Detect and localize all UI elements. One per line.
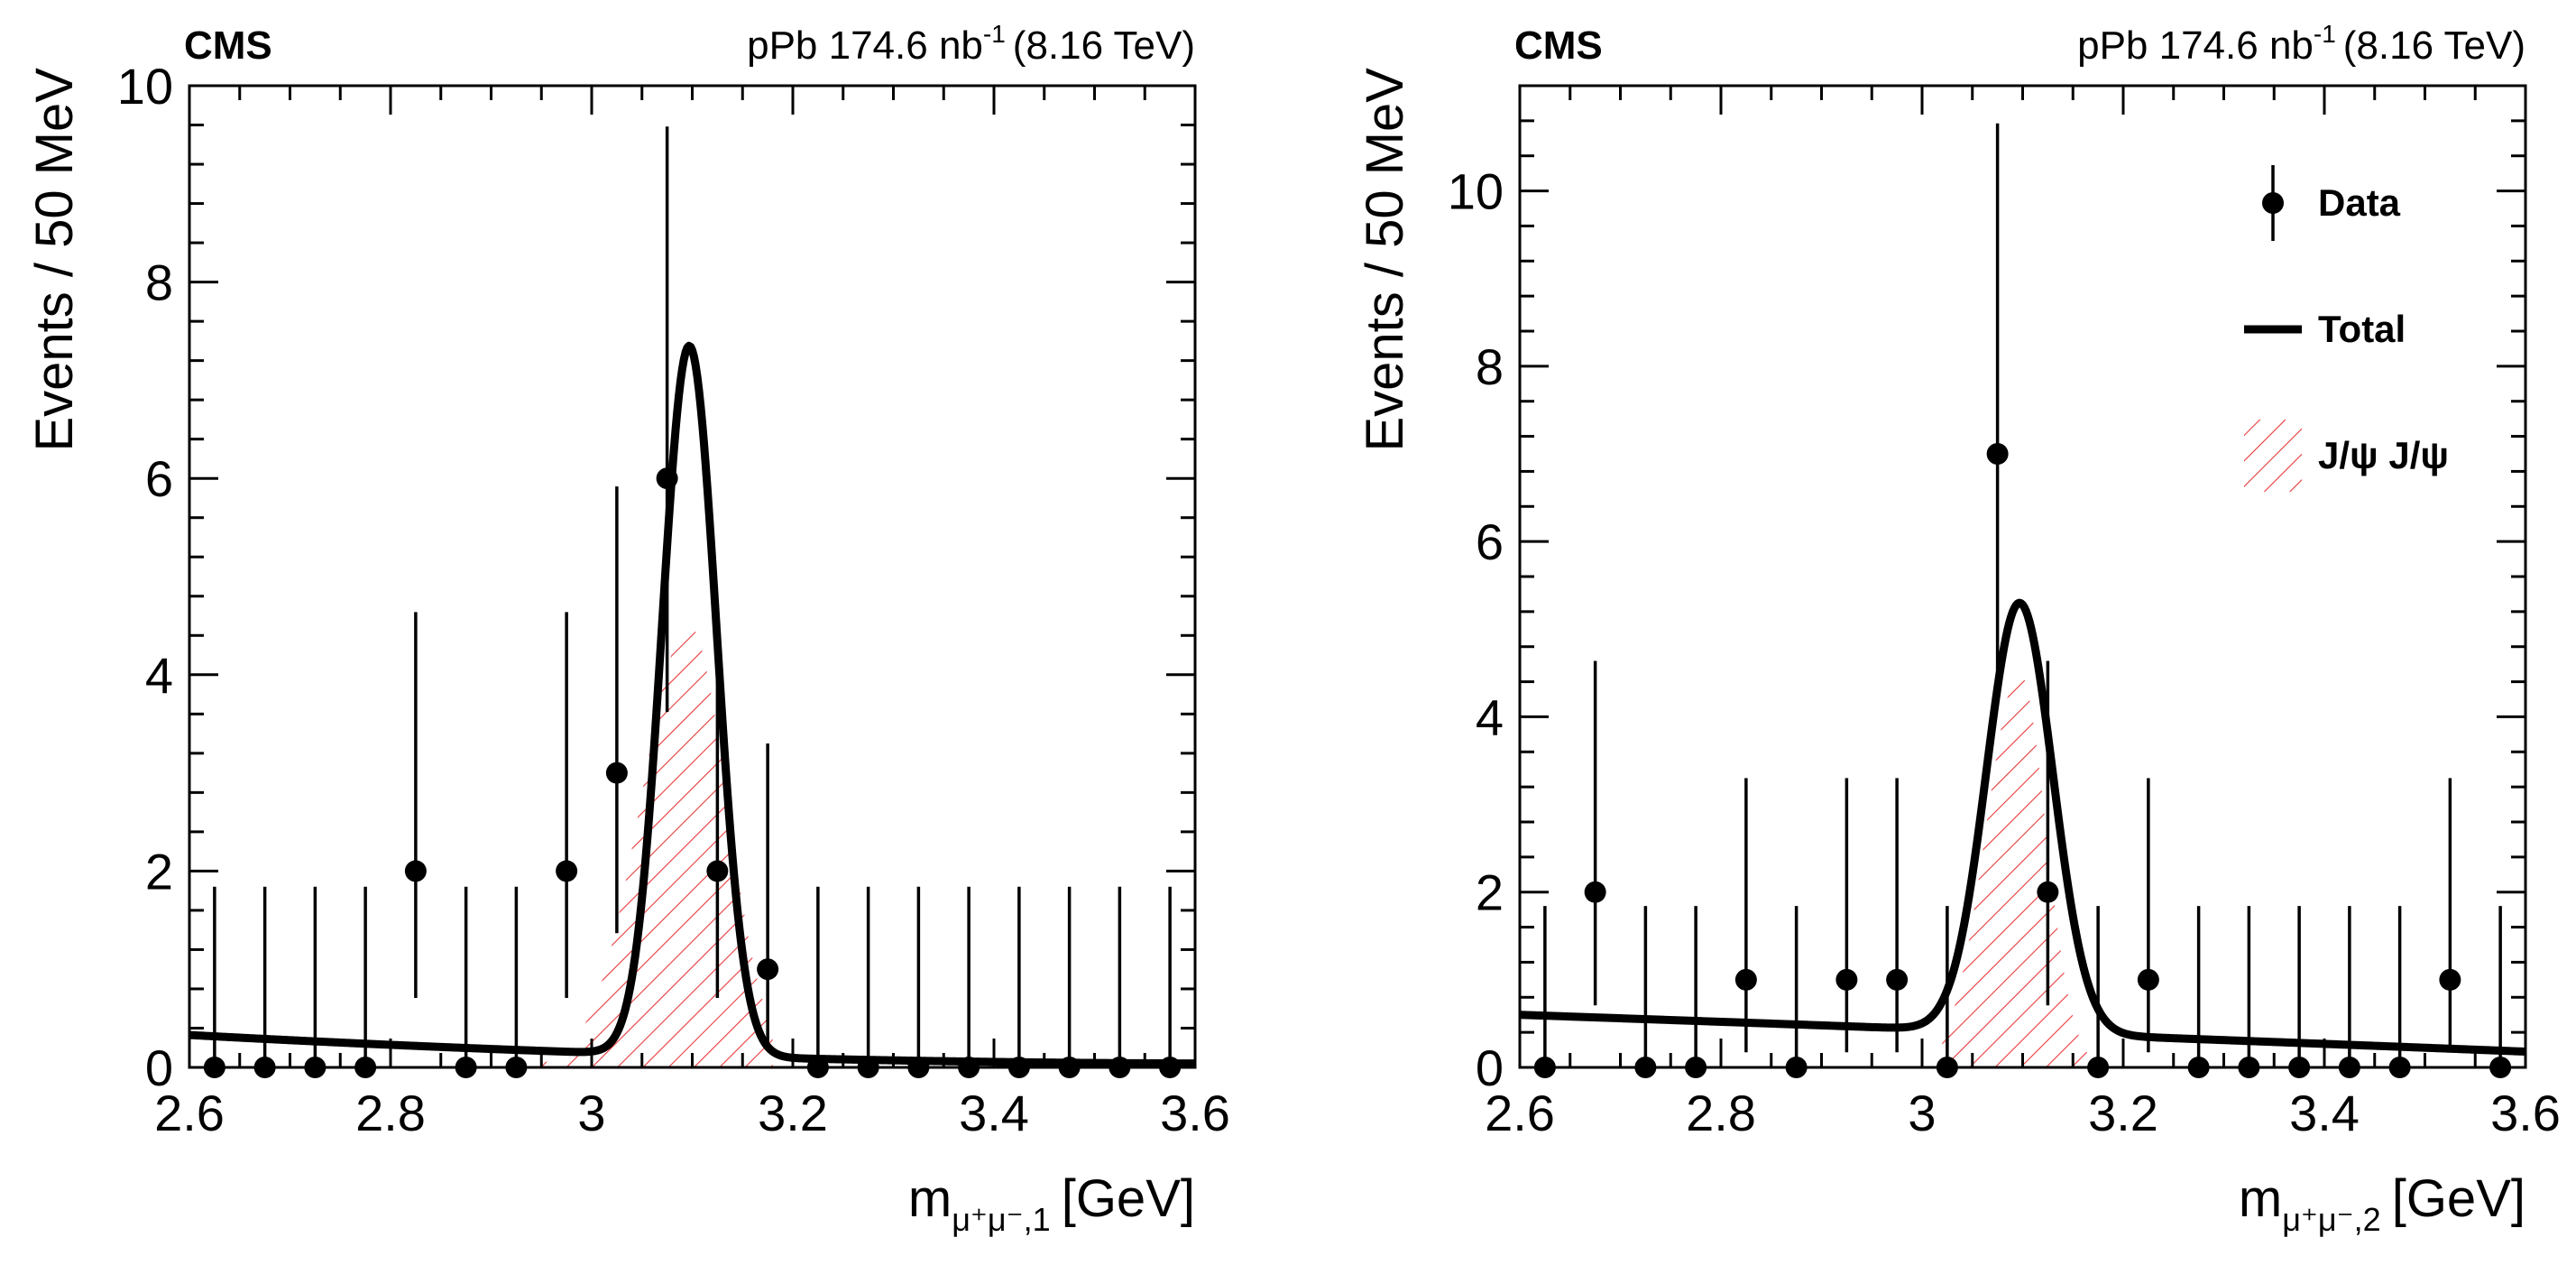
y-tick-label: 6 <box>145 450 173 507</box>
data-point <box>2137 968 2159 991</box>
y-tick-label: 8 <box>1476 338 1504 395</box>
y-tick-label: 10 <box>1448 163 1504 220</box>
lumi-label: pPb 174.6 nb-1 (8.16 TeV) <box>2077 20 2525 68</box>
x-tick-label: 2.8 <box>1686 1085 1756 1141</box>
x-axis-title-subscript: μ⁺μ⁻,1 <box>952 1201 1051 1238</box>
legend-entry-label: J/ψ J/ψ <box>2318 434 2449 476</box>
lumi-label: pPb 174.6 nb-1 (8.16 TeV) <box>747 20 1195 68</box>
lumi-prefix: pPb 174.6 nb <box>2077 23 2314 68</box>
data-point <box>556 860 578 882</box>
x-axis-title-unit: [GeV] <box>2392 1169 2525 1228</box>
data-point <box>1986 443 2009 465</box>
x-axis-title: mμ⁺μ⁻,2 [GeV] <box>2239 1169 2525 1238</box>
x-tick-label: 2.6 <box>1485 1085 1555 1141</box>
data-point <box>605 762 628 784</box>
y-tick-label: 2 <box>1476 864 1504 921</box>
y-tick-label: 10 <box>117 58 173 115</box>
x-tick-label: 2.6 <box>154 1085 225 1141</box>
x-tick-label: 2.8 <box>355 1085 426 1141</box>
data-point <box>1886 968 1909 991</box>
x-tick-label: 3.6 <box>1160 1085 1230 1141</box>
experiment-label: CMS <box>1514 23 1603 68</box>
data-point <box>706 860 729 882</box>
lumi-suffix: (8.16 TeV) <box>1013 23 1195 68</box>
legend-signal-swatch <box>2244 420 2302 492</box>
left-panel: 2.6 2.8 3 3.2 3.4 3.6 0 2 4 6 8 10 Events / 50 MeV mμ… <box>25 20 1230 1238</box>
y-axis-title: Events / 50 MeV <box>25 68 84 452</box>
x-axis-title-unit: [GeV] <box>1062 1169 1195 1228</box>
signal-jpsi-jpsi-area <box>541 625 773 1067</box>
y-tick-label: 0 <box>145 1039 173 1096</box>
data-point <box>757 958 779 981</box>
data-point <box>2037 881 2059 903</box>
lumi-prefix: pPb 174.6 nb <box>747 23 983 68</box>
x-tick-label: 3.4 <box>2289 1085 2360 1141</box>
x-tick-label: 3.2 <box>758 1085 828 1141</box>
experiment-label: CMS <box>184 23 272 68</box>
x-tick-label: 3.4 <box>959 1085 1029 1141</box>
x-tick-label: 3.6 <box>2490 1085 2561 1141</box>
y-tick-label: 2 <box>145 843 173 900</box>
lumi-superscript: -1 <box>983 20 1006 48</box>
y-tick-label: 8 <box>145 254 173 311</box>
data-point <box>1835 968 1858 991</box>
data-point <box>1734 968 1757 991</box>
x-axis-title-main: m <box>2239 1169 2282 1228</box>
y-axis-title: Events / 50 MeV <box>1356 68 1414 452</box>
lumi-suffix: (8.16 TeV) <box>2343 23 2525 68</box>
x-axis-title-main: m <box>908 1169 952 1228</box>
x-tick-label: 3 <box>1908 1085 1936 1141</box>
lumi-superscript: -1 <box>2314 20 2336 48</box>
x-tick-label: 3 <box>577 1085 605 1141</box>
legend-data-marker <box>2262 192 2284 214</box>
x-tick-label: 3.2 <box>2088 1085 2158 1141</box>
data-point <box>2439 968 2461 991</box>
y-tick-label: 4 <box>145 647 173 704</box>
signal-jpsi-jpsi-area <box>1942 672 2103 1067</box>
total-fit-curve <box>1520 598 2525 1057</box>
data-point <box>1584 881 1606 903</box>
legend: Data Total J/ψ J/ψ <box>2244 165 2449 492</box>
legend-entry-label: Total <box>2318 308 2406 350</box>
x-axis-title: mμ⁺μ⁻,1 [GeV] <box>908 1169 1195 1238</box>
x-axis-title-subscript: μ⁺μ⁻,2 <box>2282 1201 2381 1238</box>
y-tick-label: 6 <box>1476 513 1504 570</box>
y-tick-label: 0 <box>1476 1039 1504 1096</box>
data-point <box>656 467 678 490</box>
y-tick-label: 4 <box>1476 688 1504 745</box>
right-panel: 2.6 2.8 3 3.2 3.4 3.6 0 2 4 6 8 10 Events / 50 MeV mμ… <box>1356 20 2561 1238</box>
legend-entry-label: Data <box>2318 181 2401 224</box>
data-point <box>404 860 427 882</box>
